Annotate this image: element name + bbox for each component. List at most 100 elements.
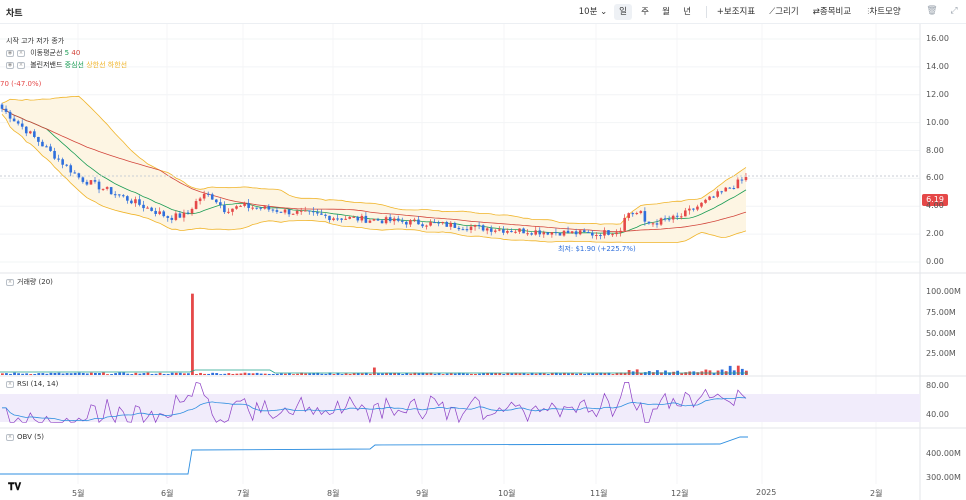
candle-body bbox=[558, 232, 562, 236]
volume-bar bbox=[21, 373, 25, 375]
candle-body bbox=[109, 187, 113, 195]
candle-body bbox=[33, 131, 36, 137]
ma40-value: 40 bbox=[71, 49, 81, 57]
rsi-tick-label: 80.00 bbox=[926, 381, 949, 390]
volume-bar bbox=[235, 373, 239, 375]
candle-body bbox=[619, 230, 622, 233]
chart-area[interactable]: 시작 고가 저가 종가 ◉ × 이동평균선 5 40 ◉ × 볼린저밴드 중심선 상… bbox=[0, 24, 966, 500]
tradingview-logo[interactable]: 𝐓𝐕 bbox=[8, 482, 22, 493]
candle-body bbox=[101, 188, 105, 190]
volume-bar bbox=[166, 373, 170, 375]
interval-select[interactable]: 10분 ⌄ bbox=[578, 4, 608, 20]
price-tick-label: 6.00 bbox=[926, 173, 944, 183]
ma-legend-label: 이동평균선 bbox=[30, 49, 63, 57]
volume-bar bbox=[316, 372, 320, 375]
volume-bar bbox=[5, 373, 8, 375]
volume-layer bbox=[0, 293, 748, 375]
candle-body bbox=[469, 226, 473, 230]
candle-body bbox=[223, 205, 226, 213]
candle-body bbox=[473, 225, 477, 227]
volume-bar bbox=[457, 372, 461, 375]
candle-body bbox=[481, 225, 485, 231]
candle-body bbox=[344, 218, 347, 220]
trash-icon[interactable]: 🗑 bbox=[926, 6, 938, 16]
volume-bar bbox=[474, 373, 477, 375]
candle-body bbox=[364, 215, 368, 223]
candle-body bbox=[340, 218, 343, 220]
candle-body bbox=[421, 224, 424, 227]
volume-bar bbox=[279, 373, 283, 375]
volume-bar bbox=[619, 372, 623, 375]
tab-period-week[interactable]: 주 bbox=[641, 7, 649, 17]
chart-style-button[interactable]: ⫶차트모양 bbox=[862, 4, 906, 20]
visibility-icon[interactable]: ◉ bbox=[6, 61, 14, 69]
volume-bar bbox=[1, 373, 4, 375]
compare-button[interactable]: ⇄종목비교 bbox=[810, 4, 854, 20]
volume-bar bbox=[182, 373, 186, 375]
tab-period-year[interactable]: 년 bbox=[683, 7, 691, 17]
volume-bar bbox=[45, 373, 49, 375]
visibility-icon[interactable]: ◉ bbox=[6, 49, 14, 57]
volume-bar bbox=[397, 373, 401, 375]
rsi-legend[interactable]: × RSI (14, 14) bbox=[6, 380, 58, 388]
volume-bar bbox=[425, 373, 429, 375]
candle-body bbox=[437, 222, 440, 224]
candle-body bbox=[307, 210, 311, 212]
price-tick-label: 2.00 bbox=[926, 229, 944, 239]
indicator-button[interactable]: +보조지표 bbox=[714, 4, 758, 20]
candle-body bbox=[405, 221, 408, 225]
candle-body bbox=[97, 181, 101, 190]
candle-body bbox=[635, 213, 639, 215]
draw-button[interactable]: ⟋그리기 bbox=[767, 4, 801, 20]
close-icon[interactable]: × bbox=[17, 49, 25, 57]
volume-bar bbox=[292, 374, 295, 375]
tab-period-month[interactable]: 월 bbox=[662, 7, 670, 17]
volume-bar bbox=[25, 373, 29, 375]
volume-bar bbox=[154, 373, 158, 375]
obv-legend-label: OBV (5) bbox=[17, 433, 45, 441]
time-tick-label: 2025 bbox=[756, 488, 777, 497]
volume-bar bbox=[174, 372, 178, 375]
candle-body bbox=[574, 231, 578, 235]
volume-bar bbox=[247, 373, 251, 375]
candle-body bbox=[158, 211, 161, 214]
candle-body bbox=[368, 220, 372, 223]
obv-legend[interactable]: × OBV (5) bbox=[6, 433, 44, 441]
volume-bar bbox=[490, 372, 494, 375]
candle-body bbox=[20, 123, 24, 127]
volume-bar bbox=[77, 372, 81, 375]
price-chart-svg[interactable] bbox=[0, 24, 966, 500]
candle-body bbox=[259, 207, 263, 209]
close-icon[interactable]: × bbox=[17, 61, 25, 69]
close-icon[interactable]: × bbox=[6, 278, 14, 286]
volume-bar bbox=[138, 373, 142, 375]
volume-bar bbox=[401, 374, 405, 375]
volume-bar bbox=[33, 373, 37, 375]
candle-body bbox=[429, 222, 432, 226]
volume-bar bbox=[356, 373, 360, 375]
close-icon[interactable]: × bbox=[6, 433, 14, 441]
volume-bar bbox=[308, 373, 312, 375]
volume-bar bbox=[65, 373, 69, 375]
candle-body bbox=[631, 213, 635, 215]
close-icon[interactable]: × bbox=[6, 380, 14, 388]
volume-bar bbox=[417, 373, 421, 375]
bb-legend[interactable]: ◉ × 볼린저밴드 중심선 상한선 하한선 bbox=[6, 60, 127, 70]
candle-body bbox=[449, 222, 453, 227]
volume-bar bbox=[158, 372, 162, 375]
candle-body bbox=[360, 215, 364, 221]
volume-bar bbox=[263, 373, 267, 375]
ma-legend[interactable]: ◉ × 이동평균선 5 40 bbox=[6, 48, 80, 58]
volume-bar bbox=[377, 373, 380, 375]
candle-layer bbox=[0, 102, 748, 240]
candle-body bbox=[235, 206, 238, 209]
rsi-band bbox=[0, 394, 920, 422]
expand-icon[interactable]: ⤢ bbox=[950, 6, 958, 16]
candle-body bbox=[89, 180, 93, 185]
volume-bar bbox=[522, 373, 526, 375]
volume-legend[interactable]: × 거래량 (20) bbox=[6, 277, 53, 287]
candle-body bbox=[85, 181, 89, 185]
candle-body bbox=[162, 211, 166, 217]
tab-period-day[interactable]: 일 bbox=[614, 4, 632, 20]
candle-body bbox=[534, 230, 538, 235]
